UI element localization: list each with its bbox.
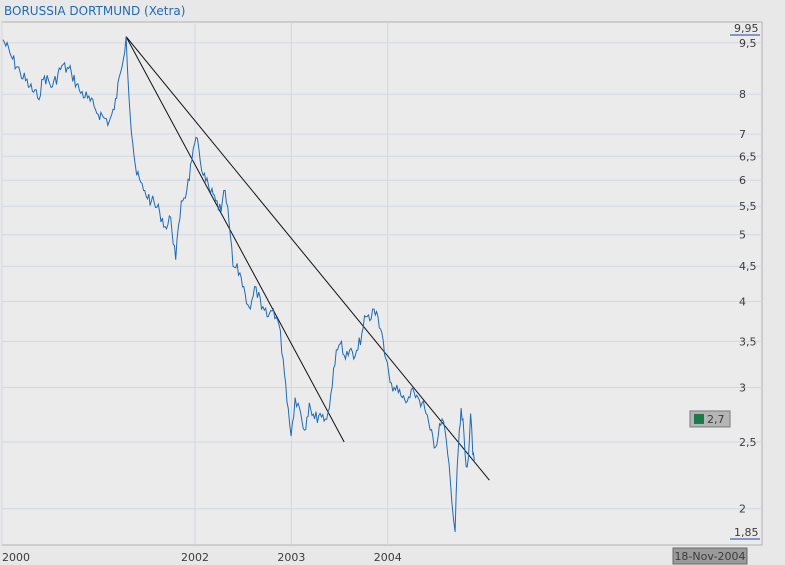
y-tick-label: 6	[739, 174, 746, 187]
y-tick-label: 9,5	[739, 37, 757, 50]
current-date-box	[672, 547, 748, 565]
trendline	[125, 36, 490, 481]
y-tick-label: 8	[739, 88, 746, 101]
y-tick-label: 4,5	[739, 260, 757, 273]
x-tick-label: 2003	[277, 551, 305, 564]
y-tick-label: 3	[739, 381, 746, 394]
x-tick-label: 2000	[2, 551, 30, 564]
y-tick-label: 3,5	[739, 335, 757, 348]
y-tick-label: 7	[739, 128, 746, 141]
y-min-label: 1,85	[734, 526, 759, 539]
y-tick-label: 2	[739, 503, 746, 516]
current-value-label: 2,7	[707, 413, 725, 426]
y-max-label: 9,95	[734, 22, 759, 35]
y-tick-label: 6,5	[739, 150, 757, 163]
y-tick-label: 5,5	[739, 200, 757, 213]
y-tick-label: 4	[739, 295, 746, 308]
y-tick-label: 2,5	[739, 436, 757, 449]
price-series	[2, 36, 475, 533]
current-date-label: 18-Nov-2004	[674, 550, 745, 563]
y-tick-label: 5	[739, 229, 746, 242]
x-tick-label: 2004	[374, 551, 402, 564]
grid	[1, 22, 762, 545]
trendline	[125, 36, 345, 443]
trendlines	[125, 36, 490, 481]
axes: 2 2,5 3 3,5 4 4,5 5 5,5 6 6,5 7 8 9,5 9,95 1,85 2000 200…	[2, 22, 760, 565]
plot-area	[1, 21, 763, 546]
x-tick-label: 2002	[181, 551, 209, 564]
chart-title: BORUSSIA DORTMUND (Xetra)	[4, 4, 185, 18]
price-line	[2, 36, 475, 533]
current-value-swatch	[694, 413, 704, 424]
